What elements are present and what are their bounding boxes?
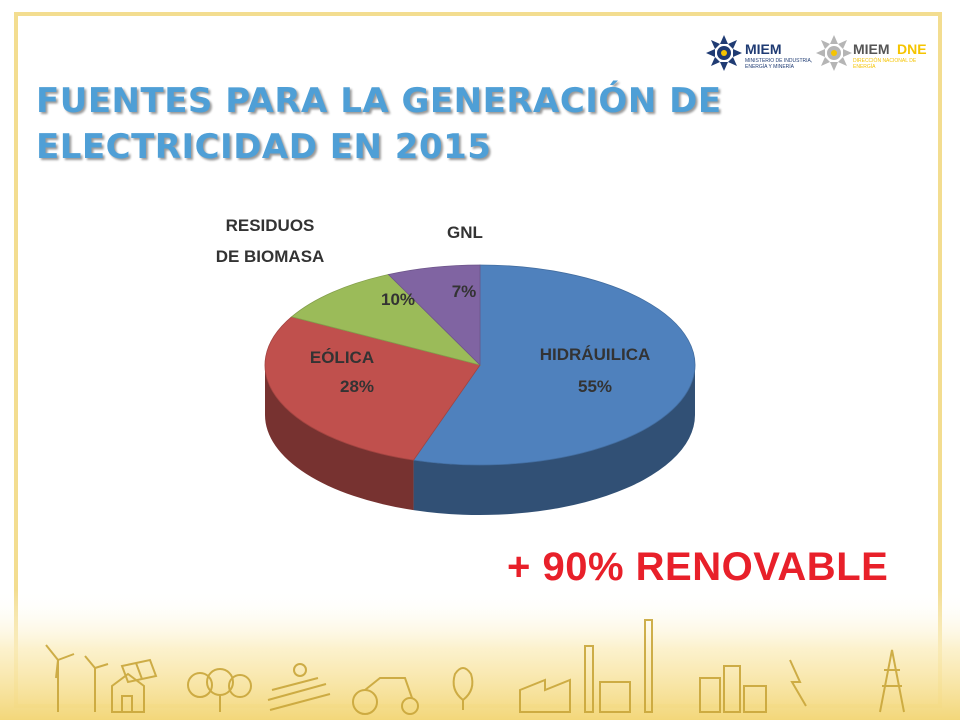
bulb-icon	[452, 667, 474, 710]
title-line-2: ELECTRICIDAD EN 2015	[36, 127, 492, 167]
slice-label-residuos-de-biomasa-line-2: DE BIOMASA	[216, 247, 325, 266]
city-buildings-icon	[699, 665, 767, 713]
wind-turbine-icon	[45, 644, 109, 712]
dne-sun-icon	[816, 35, 852, 71]
dne-logo-text-a: MIEM	[853, 41, 890, 57]
slice-hidrauilica	[412, 264, 696, 466]
miem-dne-logo: MIEM DNE DIRECCIÓN NACIONAL DE ENERGÍA	[815, 33, 945, 73]
tractor-icon	[352, 677, 419, 715]
miem-logo-subtext: MINISTERIO DE INDUSTRIA, ENERGÍA Y MINER…	[745, 58, 813, 70]
slice-value-residuos-de-biomasa: 10%	[381, 290, 415, 309]
logo-bar: MIEM MINISTERIO DE INDUSTRIA, ENERGÍA Y …	[705, 33, 945, 73]
slice-gnl	[387, 264, 481, 366]
slice-value-gnl: 7%	[452, 282, 477, 301]
slice-value-hidraulica: 55%	[578, 377, 612, 396]
slice-label-gnl: GNL	[447, 223, 483, 242]
slice-side-eolica	[265, 365, 414, 511]
lightning-icon	[789, 659, 807, 707]
miem-logo-text: MIEM	[745, 41, 782, 57]
power-tower-icon	[879, 649, 905, 713]
dne-logo-subtext: DIRECCIÓN NACIONAL DE ENERGÍA	[853, 58, 917, 70]
title-line-1: FUENTES PARA LA GENERACIÓN DE	[36, 81, 722, 121]
slide-title: FUENTES PARA LA GENERACIÓN DE ELECTRICID…	[36, 78, 736, 170]
solar-panel-icon	[120, 658, 158, 684]
slice-label-eolica: EÓLICA	[310, 348, 374, 367]
slice-side-hidrauilica	[413, 365, 695, 516]
biomass-trees-icon	[187, 668, 252, 712]
renewable-callout: + 90% RENOVABLE	[507, 545, 889, 589]
illustration-background	[0, 590, 960, 720]
slice-label-residuos-de-biomasa-line-1: RESIDUOS	[226, 216, 315, 235]
factory-icon	[519, 619, 653, 713]
slice-value-eolica: 28%	[340, 377, 374, 396]
miem-logo: MIEM MINISTERIO DE INDUSTRIA, ENERGÍA Y …	[705, 33, 815, 73]
dne-logo-text-b: DNE	[897, 41, 927, 57]
miem-sun-icon	[706, 35, 742, 71]
slice-residuos-de-biomasa	[290, 274, 482, 366]
slice-eolica	[264, 316, 481, 461]
slice-label-hidraulica: HIDRÁUILICA	[540, 345, 651, 364]
energy-illustration-band	[0, 590, 960, 720]
logs-icon	[267, 663, 331, 711]
